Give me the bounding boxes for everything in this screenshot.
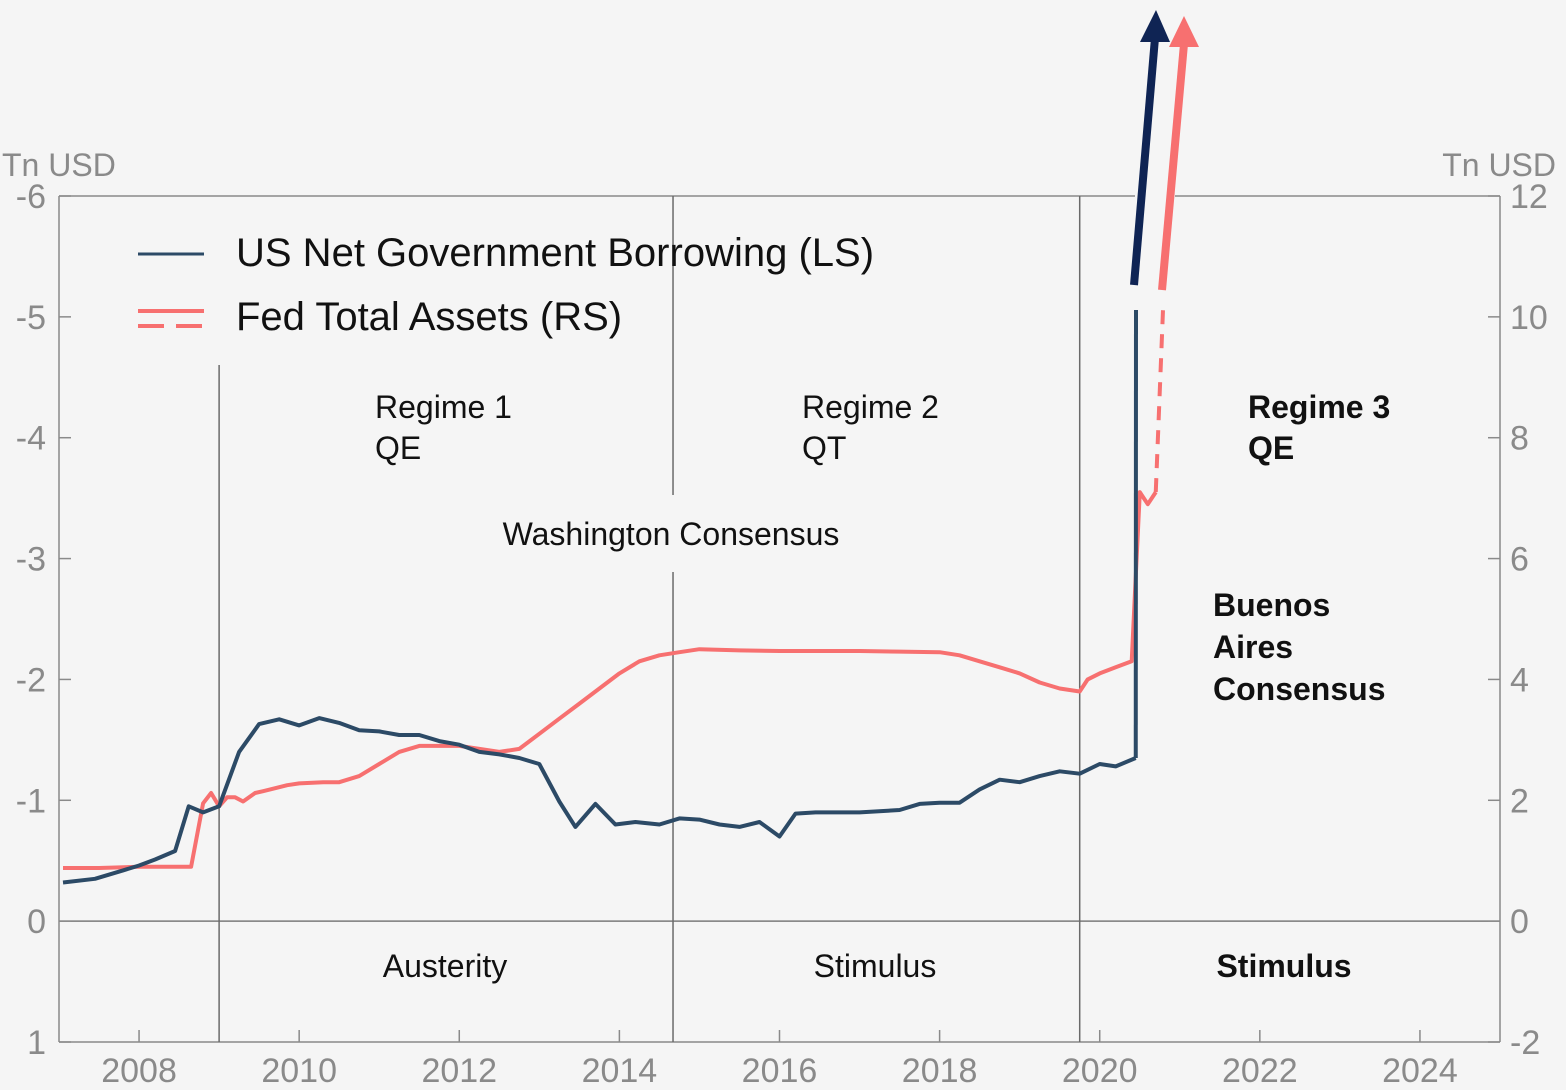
right-tick-label: 6: [1510, 541, 1529, 579]
right-tick-label: 0: [1510, 903, 1529, 941]
us-net-government-borrowing-arrow: [1130, 37, 1159, 286]
consensus-label: Aires: [1213, 629, 1293, 665]
left-tick-label: -3: [16, 541, 46, 579]
regime-policy-label: QE: [1248, 430, 1294, 466]
arrow-head-icon: [1140, 10, 1170, 42]
regime-policy-label: QT: [802, 430, 846, 466]
axis-ticks: -6 -5 -4 -3 -2 -1 0 1 12 10 8 6 4 2 0 -2 2008 2010 2012 201…: [2, 147, 1556, 1090]
right-tick-label: 2: [1510, 782, 1529, 820]
right-axis-unit: Tn USD: [1442, 147, 1556, 183]
x-tick-label: 2008: [101, 1052, 177, 1090]
right-tick-label: 10: [1510, 299, 1548, 337]
left-axis-unit: Tn USD: [2, 147, 116, 183]
legend-label-borrowing: US Net Government Borrowing (LS): [236, 231, 874, 275]
series-lines: [62, 10, 1199, 885]
x-tick-label: 2020: [1062, 1052, 1138, 1090]
us-net-government-borrowing-line: [62, 716, 1137, 885]
left-tick-label: -2: [16, 661, 46, 699]
regime-dividers: [218, 196, 1081, 1042]
x-tick-label: 2024: [1382, 1052, 1458, 1090]
left-tick-label: -1: [16, 782, 46, 820]
fed-total-assets-line: [63, 490, 1158, 870]
x-tick-label: 2022: [1222, 1052, 1298, 1090]
left-tick-label: -6: [16, 178, 46, 216]
x-tick-label: 2010: [261, 1052, 337, 1090]
arrow-head-icon: [1169, 16, 1199, 47]
right-tick-label: -2: [1510, 1024, 1540, 1062]
legend-label-fed: Fed Total Assets (RS): [236, 295, 622, 339]
left-tick-label: 1: [27, 1024, 46, 1062]
left-tick-label: -5: [16, 299, 46, 337]
regime-label: Regime 2: [802, 389, 939, 425]
regime-label: Regime 3: [1248, 389, 1390, 425]
fed-total-assets-arrow: [1158, 43, 1188, 291]
fed-total-assets-dashed-line: [1153, 309, 1165, 493]
left-tick-label: 0: [27, 903, 46, 941]
right-tick-label: 12: [1510, 178, 1548, 216]
right-tick-label: 8: [1510, 420, 1529, 458]
consensus-label: Buenos: [1213, 587, 1330, 623]
fiscal-stance-label: Austerity: [383, 948, 507, 984]
consensus-label: Consensus: [1213, 671, 1385, 707]
fiscal-stance-label: Stimulus: [814, 948, 937, 984]
x-tick-label: 2016: [742, 1052, 818, 1090]
consensus-label: Washington Consensus: [503, 516, 840, 552]
regime-policy-label: QE: [375, 430, 421, 466]
right-tick-label: 4: [1510, 661, 1529, 699]
x-tick-label: 2018: [902, 1052, 978, 1090]
annotations: US Net Government Borrowing (LS) Fed Tota…: [138, 231, 1390, 984]
fiscal-stance-label: Stimulus: [1216, 948, 1351, 984]
x-tick-label: 2012: [421, 1052, 497, 1090]
regime-label: Regime 1: [375, 389, 512, 425]
x-tick-label: 2014: [582, 1052, 658, 1090]
left-tick-label: -4: [16, 420, 46, 458]
